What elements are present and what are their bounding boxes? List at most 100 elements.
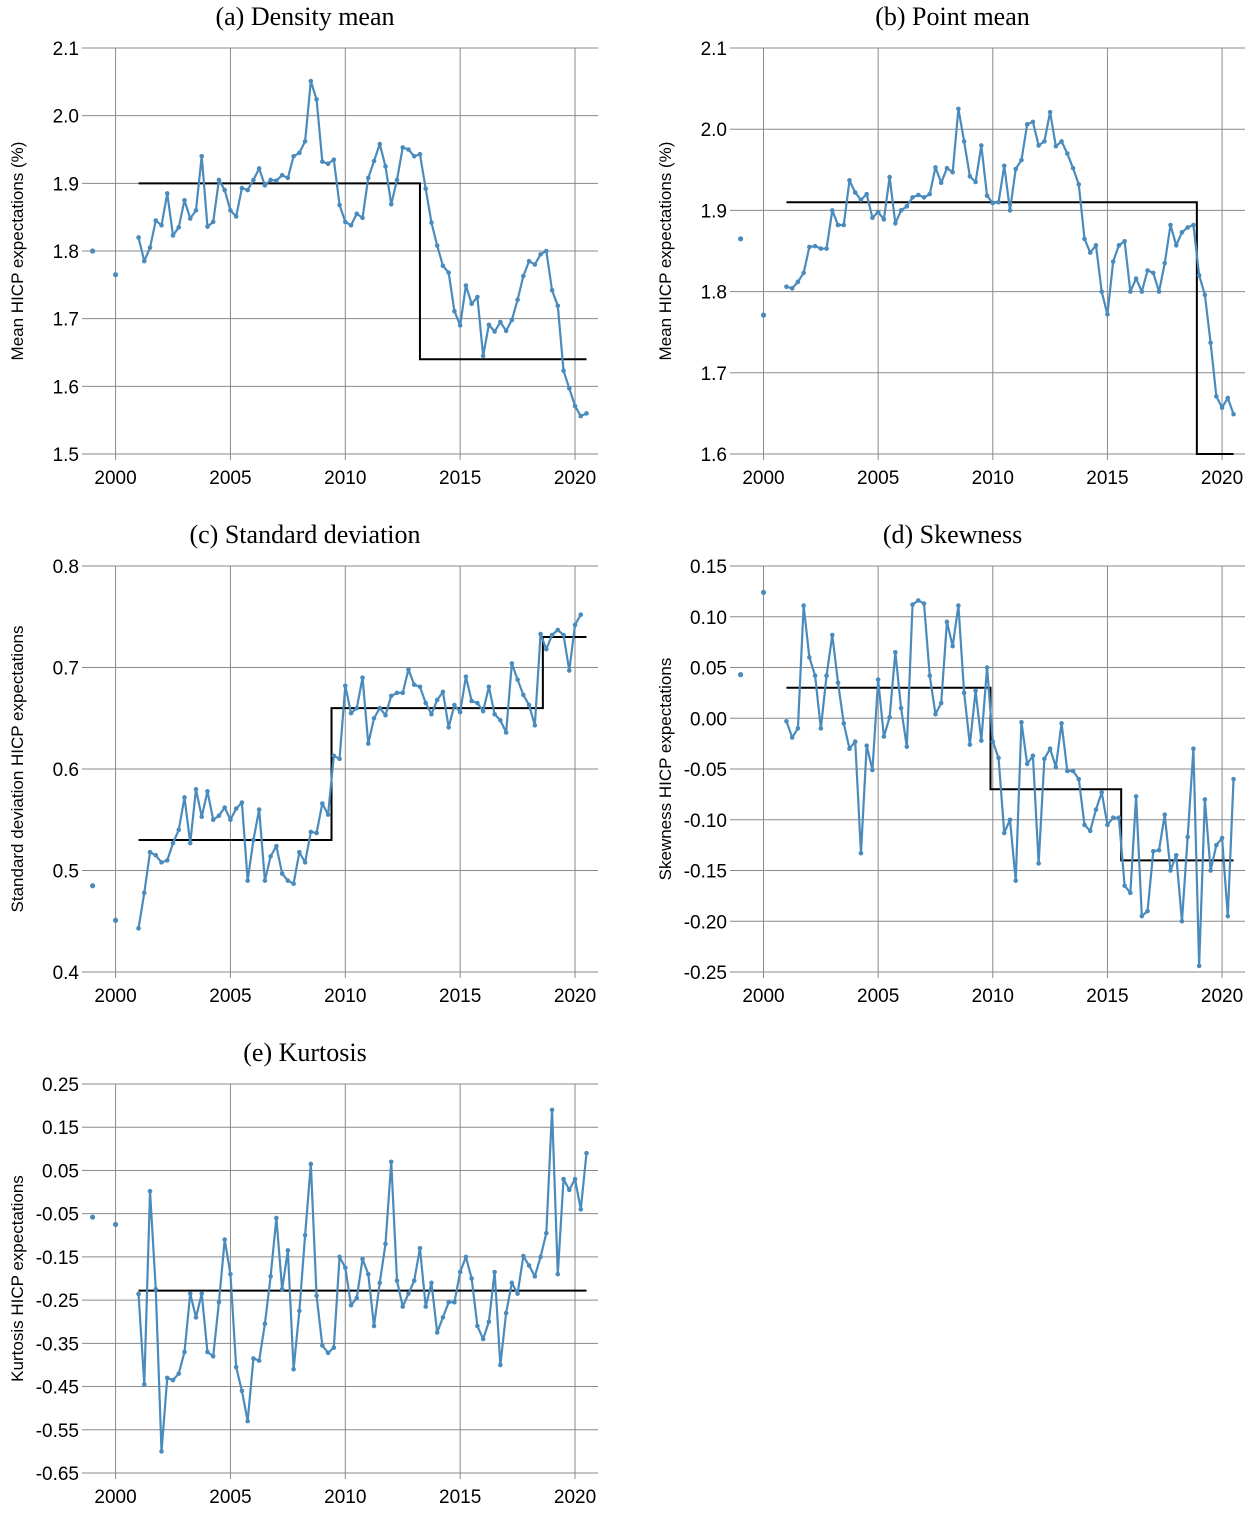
data-point xyxy=(337,756,342,762)
data-point xyxy=(1208,340,1213,346)
data-point xyxy=(1179,918,1185,924)
data-point xyxy=(164,1375,170,1381)
y-tick-label: -0.25 xyxy=(684,963,727,984)
data-point xyxy=(1219,405,1225,411)
data-point xyxy=(1196,273,1202,278)
data-point xyxy=(193,787,199,792)
data-point xyxy=(1185,834,1190,840)
data-point xyxy=(1007,817,1013,823)
data-point xyxy=(394,1278,400,1283)
x-tick-label: 2010 xyxy=(324,468,366,489)
isolated-data-point xyxy=(112,1221,119,1228)
data-point xyxy=(446,725,451,730)
panel-standard-deviation: (c) Standard deviation 0.4 0.5 0.6 0.7 0.8 20… xyxy=(0,518,610,1018)
x-tick-label: 2015 xyxy=(1086,986,1128,1007)
data-point xyxy=(1145,268,1150,273)
data-point xyxy=(365,741,371,746)
data-point xyxy=(566,668,572,673)
data-point xyxy=(1128,890,1133,896)
data-point xyxy=(216,813,222,818)
data-point xyxy=(544,248,549,254)
data-point xyxy=(864,191,869,197)
data-point xyxy=(910,602,915,607)
data-point xyxy=(812,243,818,249)
chart-skewness: -0.25 -0.20 -0.15 -0.10 -0.05 0.00 0.05 0.10 0.1… xyxy=(656,558,1245,1007)
data-point xyxy=(342,219,348,225)
data-point xyxy=(887,174,892,180)
data-point xyxy=(801,603,806,608)
data-point xyxy=(239,185,245,191)
data-point xyxy=(1122,883,1127,889)
data-point xyxy=(159,860,164,865)
isolated-data-point xyxy=(737,672,744,678)
data-point xyxy=(222,187,227,193)
data-point xyxy=(1156,847,1162,853)
data-point xyxy=(411,682,417,688)
data-point xyxy=(170,233,176,238)
isolated-data-point xyxy=(89,248,96,254)
chart-density-mean: 1.5 1.6 1.7 1.8 1.9 2.0 2.1 2000 2005 2010 2015 202… xyxy=(8,40,598,489)
data-point xyxy=(274,843,279,849)
y-tick-label: -0.25 xyxy=(36,1291,79,1312)
y-axis-label: Kurtosis HICP expectations xyxy=(8,1175,27,1382)
y-tick-label: -0.15 xyxy=(36,1248,79,1269)
data-point xyxy=(193,208,199,213)
isolated-data-point xyxy=(89,883,96,889)
data-point xyxy=(538,1254,543,1260)
data-point xyxy=(423,700,429,706)
data-point xyxy=(388,202,394,207)
data-point xyxy=(881,734,887,739)
data-point xyxy=(1122,238,1127,244)
data-point xyxy=(847,746,852,751)
data-point xyxy=(440,263,446,269)
data-point xyxy=(1053,764,1059,770)
data-point xyxy=(141,258,147,264)
data-point xyxy=(371,715,377,721)
data-point xyxy=(990,739,996,744)
x-tick-label: 2015 xyxy=(1086,468,1128,489)
data-point xyxy=(549,1107,555,1113)
data-point xyxy=(320,1343,325,1348)
data-point xyxy=(498,1362,503,1368)
data-point xyxy=(337,1254,342,1260)
data-point xyxy=(1059,139,1064,144)
data-point xyxy=(342,683,348,689)
data-point xyxy=(492,711,497,717)
data-point xyxy=(365,175,371,181)
data-point xyxy=(578,413,584,419)
data-point xyxy=(308,78,314,84)
data-point xyxy=(164,858,170,863)
data-point xyxy=(193,1315,199,1320)
data-point xyxy=(314,1293,319,1299)
data-point xyxy=(302,1232,308,1238)
data-point xyxy=(807,244,812,250)
data-point xyxy=(1185,225,1190,230)
y-tick-label: -0.05 xyxy=(684,760,727,781)
data-point xyxy=(308,829,314,835)
chart-title: (d) Skewness xyxy=(882,520,1023,549)
data-point xyxy=(1087,250,1093,255)
data-point xyxy=(956,603,961,608)
y-tick-label: -0.15 xyxy=(684,862,727,883)
x-tick-label: 2005 xyxy=(857,468,899,489)
data-point xyxy=(984,665,990,670)
data-point xyxy=(910,195,915,200)
data-point xyxy=(572,622,578,628)
data-point xyxy=(1013,166,1019,172)
data-point xyxy=(239,800,245,805)
data-point xyxy=(893,649,898,655)
data-point xyxy=(1076,776,1082,782)
data-point xyxy=(377,141,383,147)
data-point xyxy=(1053,143,1059,149)
data-point xyxy=(348,1302,354,1308)
data-point xyxy=(239,1388,245,1394)
data-point xyxy=(1150,270,1156,276)
data-point xyxy=(1030,753,1036,759)
data-point xyxy=(1110,815,1116,821)
data-point xyxy=(1128,289,1133,294)
y-tick-label: 0.25 xyxy=(42,1076,79,1096)
data-point xyxy=(561,368,566,374)
data-point xyxy=(1168,222,1173,228)
y-axis-label: Mean HICP expectations (%) xyxy=(8,142,27,361)
data-point xyxy=(812,673,818,678)
